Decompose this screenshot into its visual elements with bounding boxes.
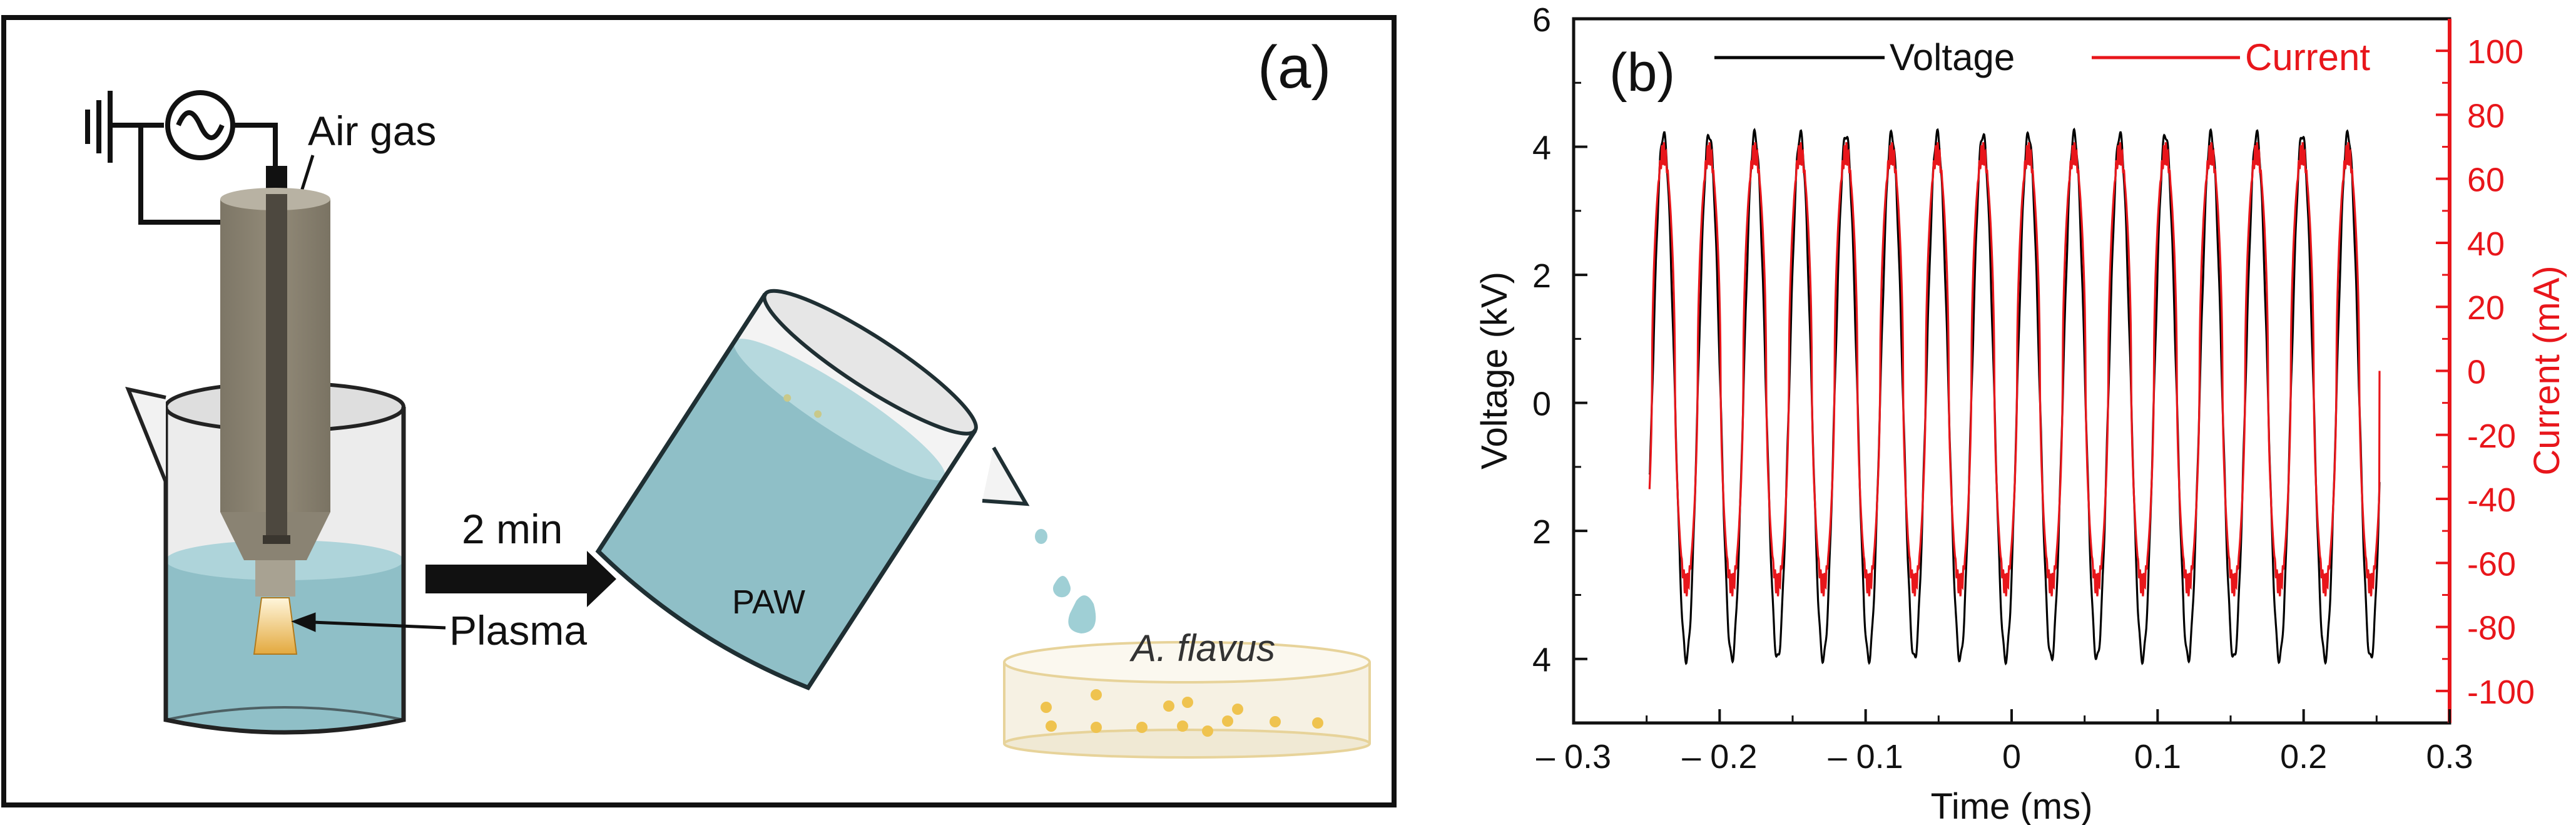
x-tick-label: – 0.2 <box>1682 738 1757 776</box>
y-tick-label: 0 <box>1532 386 1551 423</box>
y-tick-label: 2 <box>1532 257 1551 295</box>
y2-tick-label: 20 <box>2467 289 2505 327</box>
circuit-wires <box>138 123 278 225</box>
fungal-spores <box>1041 689 1323 737</box>
y2-tick-label: -100 <box>2467 674 2535 711</box>
y-tick-label: 6 <box>1532 1 1551 39</box>
y2-axis-label: Current (mA) <box>2527 265 2567 475</box>
y-tick-label: 4 <box>1532 642 1551 679</box>
y-axis-label: Voltage (kV) <box>1474 272 1515 469</box>
droplets-icon <box>1035 529 1096 633</box>
y2-tick-label: 0 <box>2467 354 2486 391</box>
x-tick-label: 0.2 <box>2280 738 2327 776</box>
series-layer <box>1648 127 2381 666</box>
y2-tick-label: 60 <box>2467 161 2505 199</box>
x-tick-label: – 0.3 <box>1536 738 1611 776</box>
voltage-series-line <box>1648 127 2381 666</box>
petri-dish <box>1003 641 1371 759</box>
paw-label: PAW <box>732 583 805 621</box>
x-tick-label: – 0.1 <box>1828 738 1903 776</box>
plasma-arrow <box>291 612 446 632</box>
legend-voltage-label: Voltage <box>1890 36 2015 78</box>
process-arrow-icon <box>425 551 616 607</box>
plot-area <box>1572 17 2451 725</box>
y2-tick-label: -20 <box>2467 418 2516 455</box>
plasma-plume <box>253 597 298 655</box>
panel-b-chart: (b) Voltage Current – 0.3 – 0.2 – 0.1 0 0.1 0… <box>1474 1 2567 825</box>
x-axis-label: Time (ms) <box>1931 786 2093 825</box>
paw-beaker <box>595 289 978 690</box>
time-label: 2 min <box>462 506 563 552</box>
dish-label: A. flavus <box>1129 627 1275 669</box>
y2-tick-label: 40 <box>2467 225 2505 263</box>
ac-source-icon <box>165 90 235 160</box>
legend: Voltage Current <box>1714 36 2370 78</box>
current-series-line <box>1648 142 2381 597</box>
panel-b-label: (b) <box>1609 43 1675 103</box>
panel-a-frame <box>1 15 1397 807</box>
y2-tick-label: -60 <box>2467 545 2516 583</box>
x-tick-label: 0.1 <box>2134 738 2181 776</box>
panel-a: (a) Air gas <box>1 15 1397 807</box>
y2-tick-label: -40 <box>2467 481 2516 519</box>
gas-inlet-cap <box>266 166 287 190</box>
y2-tick-label: 100 <box>2467 33 2523 71</box>
plasma-label: Plasma <box>449 607 587 653</box>
ground-icon <box>85 91 164 163</box>
panel-a-label: (a) <box>1258 34 1331 101</box>
air-gas-label: Air gas <box>308 108 436 154</box>
paw-beaker-spout <box>982 446 1030 506</box>
y-tick-label: 4 <box>1532 130 1551 167</box>
y-tick-label: 2 <box>1532 513 1551 551</box>
legend-current-label: Current <box>2245 36 2370 78</box>
plasma-electrode <box>220 188 330 597</box>
x-tick-label: 0 <box>2002 738 2021 776</box>
ticks-layer: – 0.3– 0.2– 0.1 0 0.1 0.2 0.3420246-100-80-6… <box>1532 1 2535 776</box>
y2-tick-label: -80 <box>2467 610 2516 647</box>
x-tick-label: 0.3 <box>2426 738 2473 776</box>
y2-tick-label: 80 <box>2467 97 2505 135</box>
